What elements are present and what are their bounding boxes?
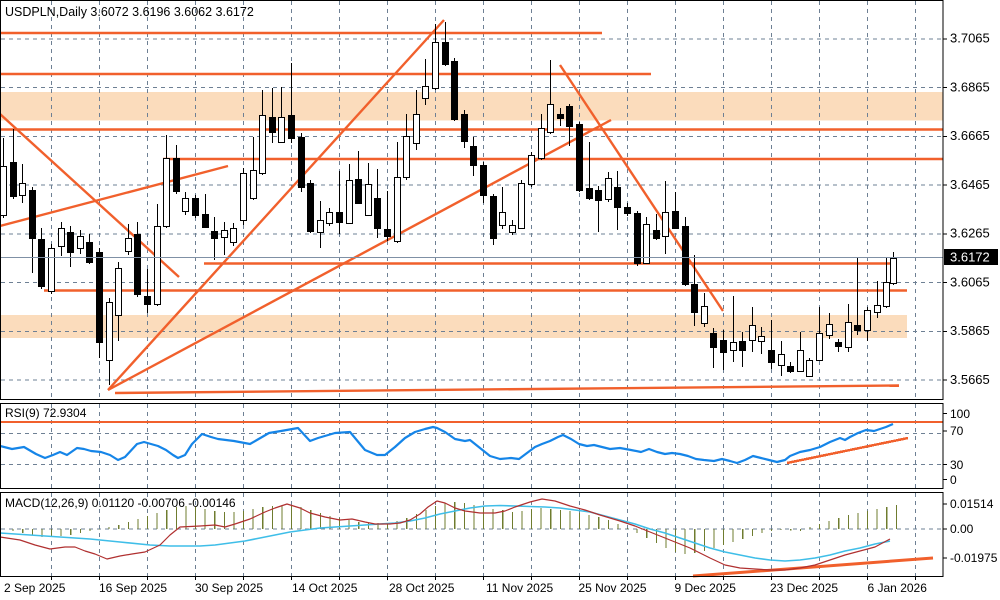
svg-text:9 Dec 2025: 9 Dec 2025 — [675, 581, 737, 595]
svg-text:-0.01975: -0.01975 — [950, 551, 998, 565]
svg-text:25 Nov 2025: 25 Nov 2025 — [579, 581, 647, 595]
svg-text:70: 70 — [950, 424, 964, 438]
svg-text:30: 30 — [950, 458, 964, 472]
svg-text:USDPLN,Daily 3.6072 3.6196 3.: USDPLN,Daily 3.6072 3.6196 3.6062 3.6172 — [5, 5, 254, 19]
svg-text:3.6665: 3.6665 — [950, 128, 990, 143]
svg-text:0.00: 0.00 — [950, 522, 974, 536]
svg-text:3.6865: 3.6865 — [950, 79, 990, 94]
svg-text:3.5665: 3.5665 — [950, 372, 990, 387]
svg-text:3.5865: 3.5865 — [950, 323, 990, 338]
svg-text:23 Dec 2025: 23 Dec 2025 — [770, 581, 838, 595]
svg-text:11 Nov 2025: 11 Nov 2025 — [486, 581, 553, 595]
svg-text:16 Sep 2025: 16 Sep 2025 — [99, 581, 167, 595]
svg-text:0.01514: 0.01514 — [950, 497, 994, 511]
svg-text:RSI(9) 72.9304: RSI(9) 72.9304 — [5, 406, 87, 420]
svg-text:6 Jan 2026: 6 Jan 2026 — [868, 581, 928, 595]
svg-text:3.6465: 3.6465 — [950, 177, 990, 192]
svg-text:2 Sep 2025: 2 Sep 2025 — [4, 581, 66, 595]
svg-text:3.6265: 3.6265 — [950, 226, 990, 241]
svg-text:3.7065: 3.7065 — [950, 31, 990, 46]
svg-text:14 Oct 2025: 14 Oct 2025 — [292, 581, 358, 595]
svg-text:28 Oct 2025: 28 Oct 2025 — [389, 581, 455, 595]
svg-text:3.6172: 3.6172 — [950, 250, 990, 265]
svg-text:MACD(12,26,9) 0.01120 -0.00706: MACD(12,26,9) 0.01120 -0.00706 -0.00146 — [5, 496, 236, 510]
svg-text:3.6065: 3.6065 — [950, 274, 990, 289]
svg-text:0: 0 — [950, 473, 957, 487]
svg-text:100: 100 — [950, 407, 970, 421]
svg-text:30 Sep 2025: 30 Sep 2025 — [195, 581, 263, 595]
